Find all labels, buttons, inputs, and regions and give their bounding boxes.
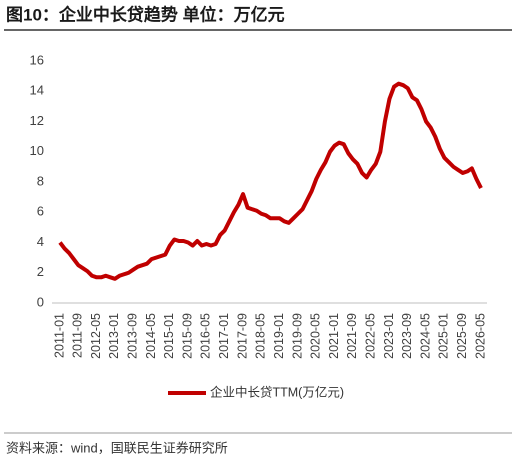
y-tick-label: 4 xyxy=(37,234,44,249)
x-tick-label: 2014-05 xyxy=(144,313,158,359)
source: 资料来源：wind，国联民生证券研究所 xyxy=(6,440,228,455)
x-tick-label: 2023-01 xyxy=(382,313,396,359)
y-tick-label: 0 xyxy=(37,294,44,309)
x-tick-label: 2019-01 xyxy=(272,313,286,359)
y-tick-label: 16 xyxy=(30,52,44,67)
x-tick-label: 2019-09 xyxy=(290,313,304,359)
x-tick-label: 2015-09 xyxy=(180,313,194,359)
x-tick-label: 2026-05 xyxy=(473,313,487,359)
x-tick-label: 2023-09 xyxy=(400,313,414,359)
y-tick-label: 8 xyxy=(37,173,44,188)
x-tick-label: 2012-05 xyxy=(89,313,103,359)
x-tick-label: 2017-09 xyxy=(235,313,249,359)
x-tick-label: 2016-05 xyxy=(199,313,213,359)
x-tick-label: 2018-05 xyxy=(254,313,268,359)
x-tick-label: 2021-01 xyxy=(327,313,341,359)
chart-title: 图10：企业中长贷趋势 单位：万亿元 xyxy=(6,4,285,24)
x-tick-label: 2025-01 xyxy=(437,313,451,359)
series-line xyxy=(58,81,483,281)
x-tick-label: 2024-05 xyxy=(418,313,432,359)
x-tick-label: 2011-01 xyxy=(52,313,66,358)
x-tick-label: 2025-09 xyxy=(455,313,469,359)
y-tick-label: 10 xyxy=(30,143,44,158)
x-tick-label: 2015-01 xyxy=(162,313,176,359)
y-tick-label: 14 xyxy=(30,83,44,98)
x-tick-label: 2017-01 xyxy=(217,313,231,359)
x-tick-label: 2011-09 xyxy=(71,313,85,358)
x-tick-label: 2021-09 xyxy=(345,313,359,359)
x-tick-label: 2020-05 xyxy=(309,313,323,359)
legend-label: 企业中长贷TTM(万亿元) xyxy=(210,384,344,399)
x-tick-label: 2013-01 xyxy=(107,313,121,359)
y-tick-label: 6 xyxy=(37,204,44,219)
y-tick-label: 12 xyxy=(30,113,44,128)
y-tick-label: 2 xyxy=(37,264,44,279)
x-tick-label: 2013-09 xyxy=(126,313,140,359)
x-tick-label: 2022-05 xyxy=(363,313,377,359)
